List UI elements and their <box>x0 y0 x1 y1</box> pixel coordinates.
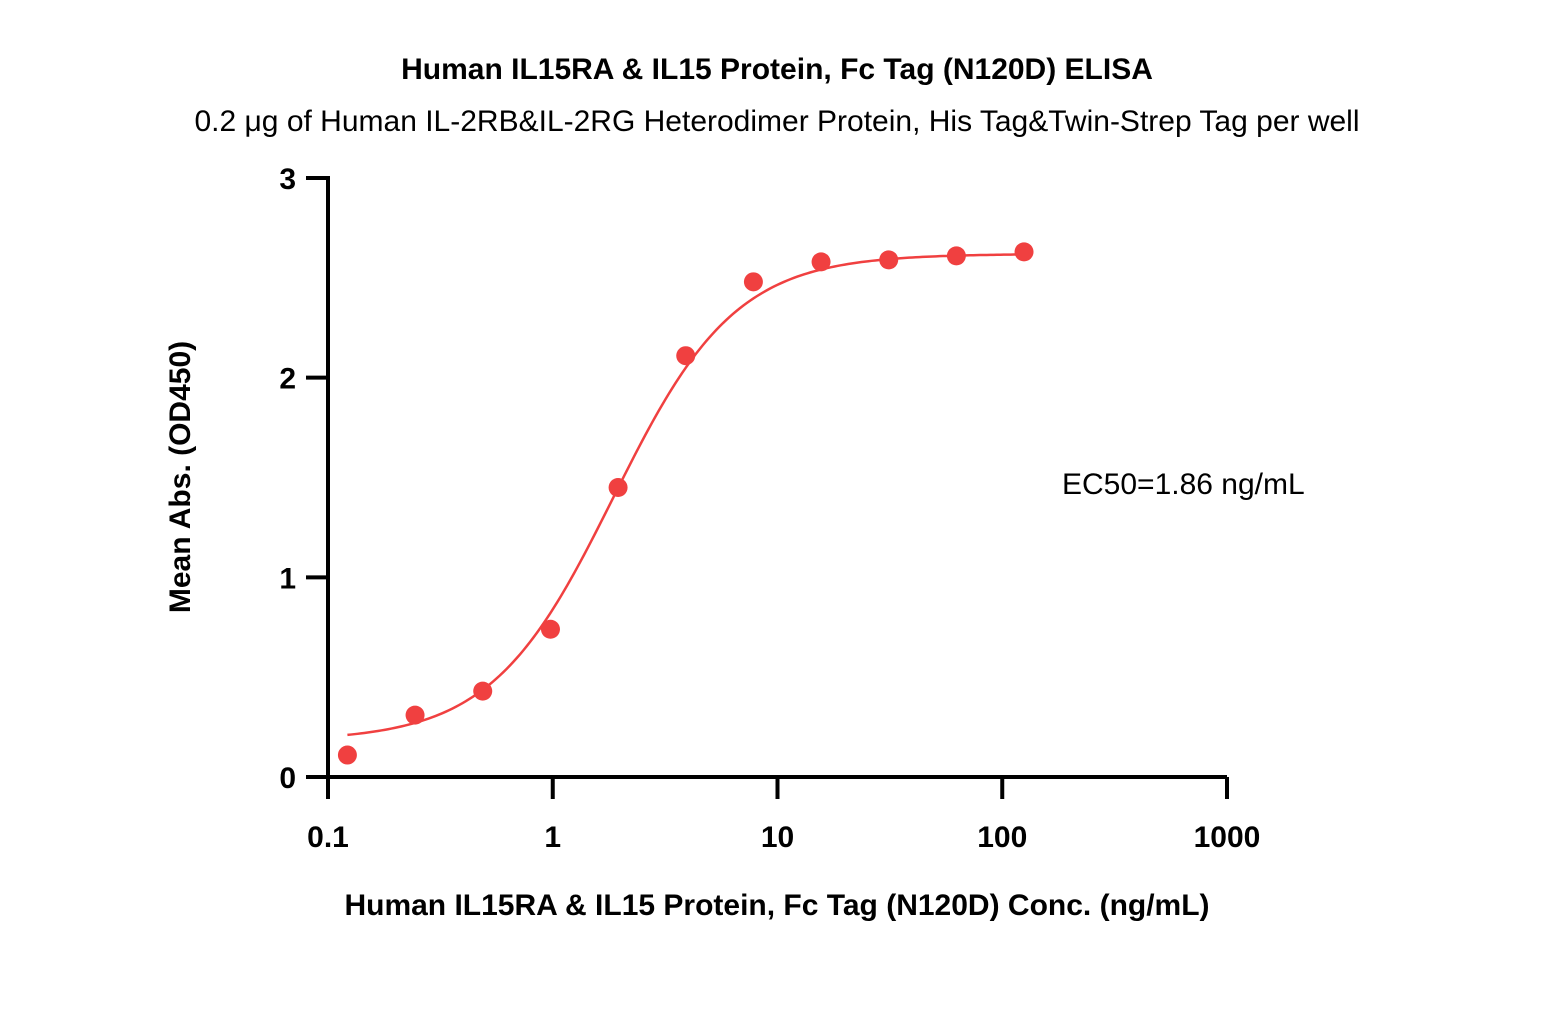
data-point <box>879 250 899 270</box>
y-tick-label: 3 <box>279 163 296 196</box>
ec50-annotation: EC50=1.86 ng/mL <box>1062 468 1305 501</box>
fit-curve <box>347 253 1025 737</box>
data-point <box>473 681 493 701</box>
data-point <box>676 346 696 366</box>
data-point <box>946 246 966 266</box>
data-point <box>540 619 560 639</box>
data-points <box>337 242 1034 765</box>
chart-title: Human IL15RA & IL15 Protein, Fc Tag (N12… <box>401 53 1153 86</box>
data-point <box>405 705 425 725</box>
y-axis-label: Mean Abs. (OD450) <box>164 341 197 613</box>
data-point <box>608 477 628 497</box>
data-point <box>1014 242 1034 262</box>
x-tick-label: 10 <box>761 821 794 854</box>
x-axis-ticks: 0.1 1 10 100 1000 <box>307 777 1260 854</box>
x-tick-label: 0.1 <box>307 821 349 854</box>
y-tick-label: 1 <box>279 562 296 595</box>
data-point <box>811 252 831 272</box>
y-tick-label: 2 <box>279 363 296 396</box>
x-axis-label: Human IL15RA & IL15 Protein, Fc Tag (N12… <box>344 889 1209 922</box>
x-tick-label: 1 <box>544 821 561 854</box>
y-axis-ticks: 0 1 2 3 <box>279 163 328 795</box>
data-point <box>337 745 357 765</box>
x-tick-label: 1000 <box>1194 821 1261 854</box>
chart-subtitle: 0.2 μg of Human IL-2RB&IL-2RG Heterodime… <box>194 105 1359 138</box>
data-point <box>743 272 763 292</box>
y-tick-label: 0 <box>279 762 296 795</box>
x-tick-label: 100 <box>977 821 1027 854</box>
